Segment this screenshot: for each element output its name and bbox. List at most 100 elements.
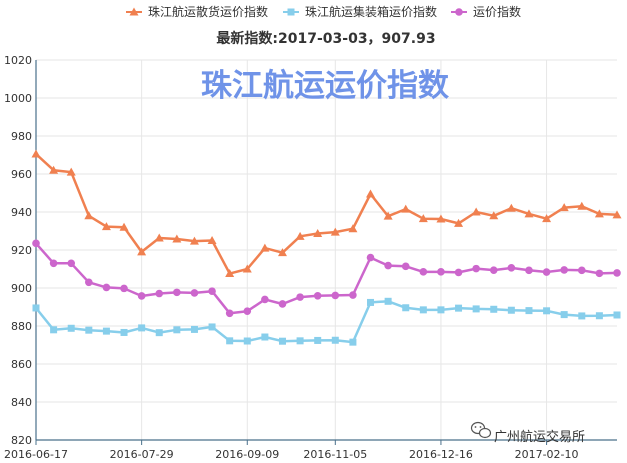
y-tick-label: 840 <box>11 396 32 409</box>
data-point-square <box>525 307 533 315</box>
data-point-circle <box>173 288 181 297</box>
x-tick-label: 2016-12-16 <box>409 448 473 461</box>
legend-label: 珠江航运散货运价指数 <box>148 4 268 19</box>
legend-label: 运价指数 <box>473 4 521 19</box>
y-tick-label: 900 <box>11 282 32 295</box>
data-point-square <box>32 304 40 312</box>
legend-item[interactable]: 运价指数 <box>451 4 521 19</box>
data-point-triangle <box>189 236 199 245</box>
data-point-triangle <box>506 203 516 212</box>
data-point-circle <box>49 259 58 268</box>
data-point-circle <box>577 266 586 275</box>
legend-item[interactable]: 珠江航运集装箱运价指数 <box>283 4 437 19</box>
data-point-triangle <box>242 264 252 273</box>
data-point-circle <box>243 307 252 315</box>
legend-item[interactable]: 珠江航运散货运价指数 <box>126 4 268 19</box>
data-point-square <box>455 304 463 312</box>
data-point-circle <box>296 293 304 301</box>
data-point-circle <box>560 266 568 274</box>
x-tick-label: 2016-07-29 <box>110 448 174 461</box>
data-point-square <box>296 337 304 345</box>
data-point-triangle <box>49 165 59 174</box>
data-point-square <box>278 337 286 345</box>
data-point-square <box>120 328 128 336</box>
wechat-icon <box>470 421 492 439</box>
data-point-square <box>85 326 93 334</box>
data-point-square <box>384 297 392 305</box>
data-point-triangle <box>366 189 376 198</box>
data-point-square <box>243 337 251 345</box>
legend-marker <box>129 7 139 16</box>
data-point-triangle <box>66 167 76 176</box>
y-axis: 1020 1000 980 960 940 920 900 880 860 840 820 <box>4 54 37 447</box>
data-point-circle <box>32 239 40 248</box>
data-point-circle <box>454 268 463 277</box>
watermark: 广州航运交易所 <box>470 421 585 445</box>
data-point-circle <box>67 259 76 268</box>
series-line <box>35 153 618 275</box>
data-point-circle <box>137 292 146 300</box>
data-point-square <box>490 305 498 313</box>
data-point-square <box>331 336 339 344</box>
data-point-square <box>419 306 427 314</box>
data-point-square <box>155 329 163 337</box>
series-triangle <box>31 149 622 278</box>
data-point-circle <box>120 284 128 293</box>
data-point-circle <box>102 283 111 292</box>
data-point-circle <box>525 266 533 275</box>
y-tick-label: 1020 <box>4 54 32 67</box>
data-point-square <box>208 323 216 331</box>
x-tick-label: 2017-02-10 <box>515 448 579 461</box>
x-tick-label: 2016-09-09 <box>215 448 279 461</box>
series-square <box>32 297 621 346</box>
data-point-square <box>226 337 234 345</box>
data-point-triangle <box>436 214 446 223</box>
data-point-triangle <box>225 269 235 278</box>
data-point-circle <box>613 269 621 277</box>
y-tick-label: 920 <box>11 244 32 257</box>
data-point-circle <box>595 269 604 278</box>
data-point-square <box>190 325 198 333</box>
data-point-triangle <box>313 228 323 237</box>
y-tick-label: 980 <box>11 130 32 143</box>
data-point-circle <box>542 268 551 276</box>
data-point-square <box>543 307 551 315</box>
data-point-triangle <box>295 231 305 240</box>
data-point-triangle <box>207 236 217 244</box>
data-point-circle <box>225 309 234 318</box>
data-point-triangle <box>577 201 587 210</box>
chart-title: 珠江航运运价指数 <box>201 68 449 104</box>
data-point-circle <box>208 287 216 296</box>
data-point-triangle <box>277 248 287 257</box>
data-point-triangle <box>31 149 41 158</box>
data-point-circle <box>261 295 269 304</box>
data-point-triangle <box>330 227 340 236</box>
data-point-triangle <box>401 204 411 213</box>
data-point-square <box>261 333 269 341</box>
data-point-triangle <box>137 247 147 256</box>
legend-label: 珠江航运集装箱运价指数 <box>305 4 437 19</box>
data-point-triangle <box>383 211 393 220</box>
data-point-triangle <box>489 211 499 220</box>
data-point-square <box>402 304 410 312</box>
data-point-circle <box>278 300 287 308</box>
chart-legend[interactable]: 珠江航运散货运价指数 珠江航运集装箱运价指数 运价指数 <box>126 4 521 19</box>
series-line <box>35 300 618 344</box>
y-tick-label: 940 <box>11 206 32 219</box>
data-point-circle <box>472 264 480 273</box>
data-point-square <box>138 324 146 332</box>
data-point-circle <box>366 253 375 262</box>
data-point-triangle <box>172 234 182 243</box>
y-tick-label: 880 <box>11 320 32 333</box>
data-point-circle <box>85 278 93 287</box>
y-tick-label: 960 <box>11 168 32 181</box>
data-point-triangle <box>84 211 94 220</box>
data-point-square <box>367 298 375 306</box>
data-point-triangle <box>594 209 604 218</box>
data-point-triangle <box>119 222 129 231</box>
data-point-circle <box>401 262 410 271</box>
data-point-circle <box>384 261 392 270</box>
data-point-circle <box>331 291 340 300</box>
x-tick-label: 2016-11-05 <box>303 448 367 461</box>
data-point-triangle <box>260 243 270 252</box>
